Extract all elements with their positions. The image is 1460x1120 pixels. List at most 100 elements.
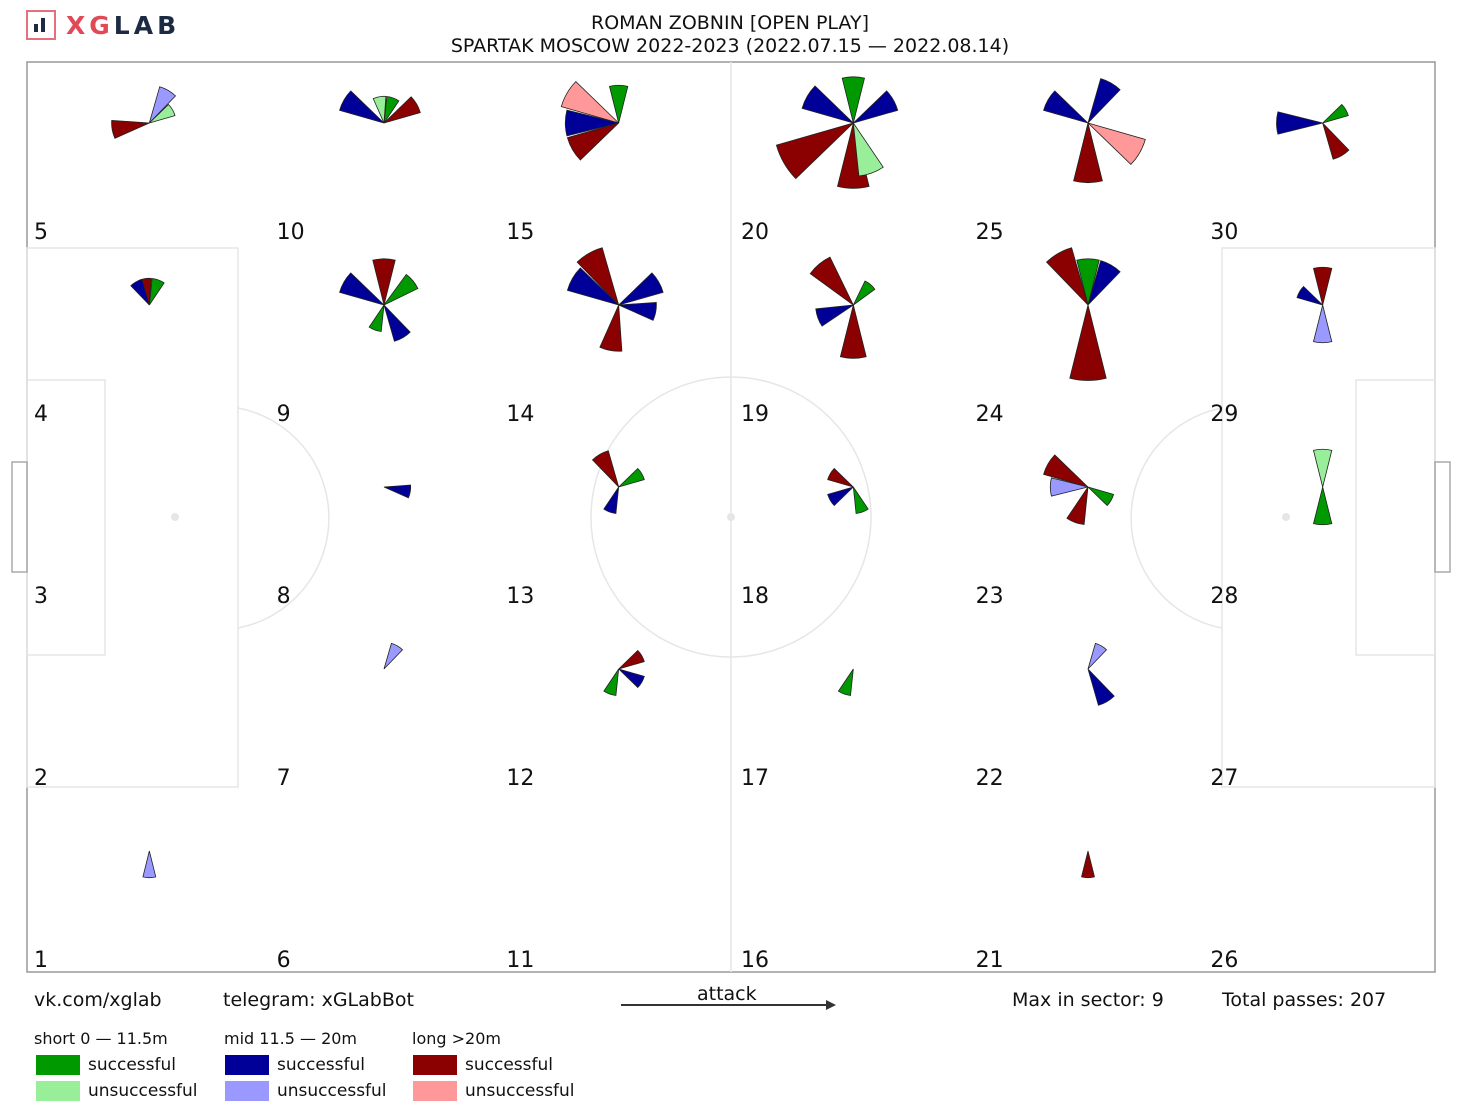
rose-wedge: [566, 122, 619, 161]
rose-wedge: [809, 256, 854, 306]
rose-wedge: [618, 467, 645, 488]
zone-label: 12: [506, 766, 534, 791]
zone-label: 17: [741, 766, 769, 791]
centre-spot: [727, 513, 735, 521]
rose-wedge: [339, 90, 385, 124]
zone-label: 4: [34, 402, 48, 427]
right-goal: [1434, 461, 1451, 573]
right-six-yard-box: [1355, 379, 1436, 656]
legend-mid-unsuccessful: unsuccessful: [225, 1081, 387, 1101]
rose-wedge: [609, 84, 629, 124]
left-penalty-arc: [237, 407, 330, 629]
rose-wedge: [839, 304, 867, 359]
zone-label: 25: [976, 220, 1004, 245]
legend-short-successful: successful: [36, 1055, 176, 1075]
rose-wedge: [1069, 304, 1107, 381]
legend-swatch: [225, 1081, 269, 1101]
legend-swatch: [413, 1081, 457, 1101]
zone-label: 24: [976, 402, 1004, 427]
zone-label: 28: [1210, 584, 1238, 609]
rose-wedge: [827, 486, 854, 507]
rose-wedge: [1313, 266, 1333, 306]
legend-long-title: long >20m: [412, 1029, 501, 1048]
zone-label: 21: [976, 948, 1004, 973]
zone-label: 26: [1210, 948, 1238, 973]
legend-swatch: [36, 1081, 80, 1101]
rose-wedge: [852, 122, 884, 177]
rose-wedge: [1087, 642, 1108, 670]
rose-wedge: [368, 304, 385, 332]
zone-label: 29: [1210, 402, 1238, 427]
rose-wedge: [1043, 454, 1089, 488]
rose-wedge: [801, 85, 854, 124]
chart-subtitle: SPARTAK MOSCOW 2022-2023 (2022.07.15 — 2…: [450, 35, 1010, 57]
rose-wedge: [1276, 111, 1323, 135]
rose-wedge: [1313, 486, 1333, 526]
rose-wedge: [1296, 285, 1323, 306]
rose-wedge: [1049, 477, 1089, 497]
zone-label: 16: [741, 948, 769, 973]
logo-bar-chart-icon: [26, 10, 56, 40]
rose-wedge: [775, 122, 854, 180]
rose-wedge: [1073, 122, 1103, 183]
chart-title: ROMAN ZOBNIN [OPEN PLAY]: [591, 12, 869, 34]
rose-wedge: [1087, 260, 1121, 306]
rose-wedge: [1322, 122, 1350, 160]
zone-label: 13: [506, 584, 534, 609]
zone-label: 27: [1210, 766, 1238, 791]
telegram-link[interactable]: telegram: xGLabBot: [223, 989, 414, 1011]
zone-label: 18: [741, 584, 769, 609]
rose-wedge: [372, 95, 387, 124]
rose-wedge: [111, 119, 150, 139]
rose-wedge: [618, 272, 664, 306]
rose-wedge: [142, 850, 157, 879]
rose-wedge: [618, 649, 645, 670]
rose-wedge: [1087, 668, 1115, 706]
zone-label: 22: [976, 766, 1004, 791]
rose-wedge: [1081, 850, 1095, 879]
legend-short-unsuccessful: unsuccessful: [36, 1081, 198, 1101]
zone-label: 3: [34, 584, 48, 609]
rose-wedge: [1313, 304, 1333, 344]
zone-label: 8: [277, 584, 291, 609]
rose-wedge: [1046, 247, 1089, 306]
right-penalty-arc: [1130, 407, 1223, 629]
rose-wedge: [1043, 90, 1089, 124]
left-penalty-spot: [171, 513, 179, 521]
rose-wedge: [1087, 486, 1115, 507]
rose-wedge: [576, 247, 620, 306]
legend-long-unsuccessful: unsuccessful: [413, 1081, 575, 1101]
attack-arrow-head: [826, 1000, 836, 1010]
zone-label: 11: [506, 948, 534, 973]
rose-wedge: [853, 90, 899, 124]
rose-wedge: [1087, 78, 1121, 124]
zone-label: 10: [277, 220, 305, 245]
rose-wedge: [1087, 122, 1146, 165]
rose-wedge: [148, 278, 165, 306]
rose-wedge: [815, 304, 854, 327]
zone-label: 6: [277, 948, 291, 973]
right-penalty-spot: [1282, 513, 1290, 521]
zone-label: 15: [506, 220, 534, 245]
rose-wedge: [618, 668, 645, 689]
legend-swatch: [225, 1055, 269, 1075]
zone-label: 5: [34, 220, 48, 245]
rose-wedge: [149, 103, 176, 124]
centre-circle: [590, 376, 872, 658]
rose-wedge: [372, 258, 396, 306]
zone-label: 9: [277, 402, 291, 427]
rose-wedge: [1066, 486, 1089, 525]
rose-wedge: [560, 81, 619, 124]
legend-mid-successful: successful: [225, 1055, 365, 1075]
rose-wedge: [339, 272, 385, 306]
zone-label: 19: [741, 402, 769, 427]
rose-wedge: [383, 304, 411, 342]
legend-mid-title: mid 11.5 — 20m: [224, 1029, 358, 1048]
xglab-logo: XGLAB: [26, 10, 180, 40]
vk-link[interactable]: vk.com/xglab: [34, 989, 162, 1011]
rose-wedge: [852, 280, 876, 306]
rose-wedge: [1313, 448, 1333, 488]
left-penalty-area: [26, 247, 239, 788]
rose-wedge: [591, 450, 620, 488]
